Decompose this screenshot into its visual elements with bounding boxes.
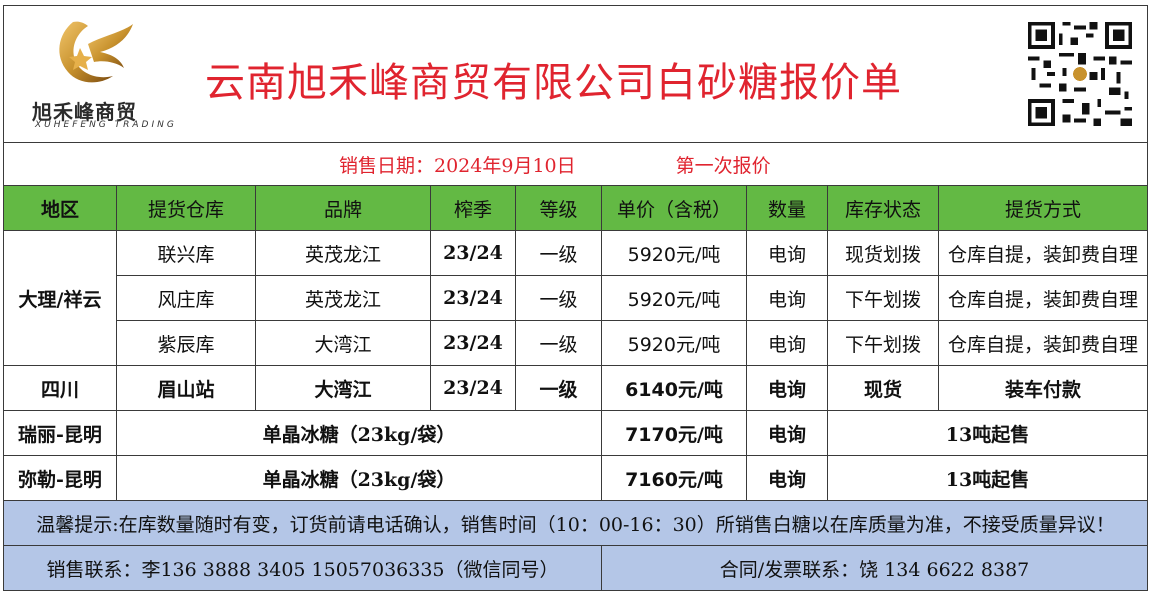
grade-cell: 一级 [515,365,602,411]
table-row: 瑞丽-昆明 单晶冰糖（23kg/袋） 7170元/吨 电询 13吨起售 [3,410,1149,456]
col-stock: 库存状态 [827,185,939,231]
price-cell: 7170元/吨 [601,410,747,456]
table-row: 大理/祥云 联兴库 英茂龙江 23/24 一级 5920元/吨 电询 现货划拨 … [3,230,1149,366]
season-cell: 23/24 [430,365,516,411]
col-grade: 等级 [515,185,602,231]
region-cell: 瑞丽-昆明 [3,410,117,456]
col-qty: 数量 [746,185,828,231]
col-price: 单价（含税） [601,185,747,231]
logo-cn-text: 旭禾峰商贸 [32,100,137,124]
brand-cell: 英茂龙江 [255,230,431,276]
delivery-cell: 仓库自提，装卸费自理 [937,320,1149,366]
season-cell: 23/24 [430,275,516,321]
col-delivery: 提货方式 [937,185,1149,231]
warehouse-cell: 紫辰库 [116,320,256,366]
col-region: 地区 [3,185,117,231]
quote-round: 第一次报价 [675,154,771,177]
product-cell: 单晶冰糖（23kg/袋） [116,455,602,501]
table-row: 四川 眉山站 大湾江 23/24 一级 6140元/吨 电询 现货 装车付款 [3,365,1149,411]
price-cell: 6140元/吨 [601,365,747,411]
price-table: 销售日期：2024年9月10日 第一次报价 地区 提货仓库 品牌 榨季 等级 单价… [2,5,1149,591]
grade-cell: 一级 [515,275,602,321]
warehouse-cell: 风庄库 [116,275,256,321]
stock-cell: 下午划拨 [827,320,939,366]
table-row: 弥勒-昆明 单晶冰糖（23kg/袋） 7160元/吨 电询 13吨起售 [3,455,1149,501]
qty-cell: 电询 [746,365,828,411]
brand-cell: 英茂龙江 [255,275,431,321]
stock-cell: 现货划拨 [827,230,939,276]
contract-contact: 合同/发票联系：饶 134 6622 8387 [600,545,1149,591]
dateline-cell: 销售日期：2024年9月10日 第一次报价 [2,142,1149,186]
season-cell: 23/24 [430,230,516,276]
qty-cell: 电询 [746,455,828,501]
warehouse-cell: 联兴库 [116,230,256,276]
table-row: 风庄库 英茂龙江 23/24 一级 5920元/吨 电询 下午划拨 仓库自提，装… [4,275,1149,321]
qr-code-icon [1024,18,1136,130]
delivery-cell: 仓库自提，装卸费自理 [937,275,1149,321]
brand-cell: 大湾江 [255,320,431,366]
stock-cell: 下午划拨 [827,275,939,321]
delivery-cell: 装车付款 [937,365,1149,411]
price-cell: 5920元/吨 [601,320,747,366]
price-cell: 7160元/吨 [601,455,747,501]
qty-cell: 电询 [746,230,828,276]
terms-cell: 13吨起售 [826,410,1149,456]
table-row: 紫辰库 大湾江 23/24 一级 5920元/吨 电询 下午划拨 仓库自提，装卸… [4,320,1149,366]
warehouse-cell: 眉山站 [116,365,256,411]
sales-contact: 销售联系：李136 3888 3405 15057036335（微信同号） [3,545,602,591]
price-cell: 5920元/吨 [601,275,747,321]
grade-cell: 一级 [515,230,602,276]
grade-cell: 一级 [515,320,602,366]
region-cell: 大理/祥云 [3,230,117,366]
logo-en-text: XUHEFENG TRADING [35,120,177,130]
terms-cell: 13吨起售 [826,455,1149,501]
col-season: 榨季 [430,185,516,231]
qty-cell: 电询 [746,320,828,366]
page-title: 云南旭禾峰商贸有限公司白砂糖报价单 [205,60,902,106]
banner-cell [2,5,1149,143]
sale-date: 销售日期：2024年9月10日 [339,154,576,177]
region-cell: 四川 [3,365,117,411]
qty-cell: 电询 [746,275,828,321]
price-cell: 5920元/吨 [601,230,747,276]
product-cell: 单晶冰糖（23kg/袋） [116,410,602,456]
season-cell: 23/24 [430,320,516,366]
delivery-cell: 仓库自提，装卸费自理 [937,230,1149,276]
column-header-row: 地区 提货仓库 品牌 榨季 等级 单价（含税） 数量 库存状态 提货方式 [3,185,1149,231]
logo-emblem-icon [59,21,133,83]
note-cell: 温馨提示:在库数量随时有变，订货前请电话确认，销售时间（10：00-16：30）… [2,500,1149,546]
brand-cell: 大湾江 [255,365,431,411]
qty-cell: 电询 [746,410,828,456]
stock-cell: 现货 [827,365,939,411]
col-warehouse: 提货仓库 [116,185,256,231]
col-brand: 品牌 [255,185,431,231]
region-cell: 弥勒-昆明 [3,455,117,501]
